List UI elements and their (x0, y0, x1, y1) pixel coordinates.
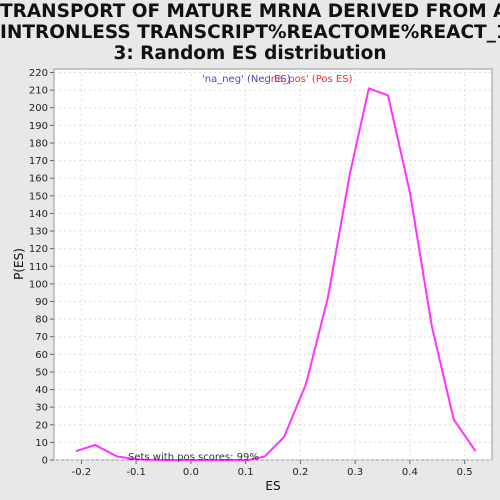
title-line-3: 3: Random ES distribution (113, 43, 387, 64)
y-tick-label: 100 (29, 279, 48, 290)
y-axis-label: P(ES) (12, 248, 26, 280)
y-tick-label: 190 (29, 121, 48, 132)
series-line (75, 87, 477, 461)
x-axis-ticks: -0.2 -0.1 0.0 0.1 0.2 0.3 0.4 0.5 (72, 460, 473, 478)
y-tick-label: 40 (35, 385, 48, 396)
y-tick-label: 0 (42, 456, 48, 467)
x-tick-label: 0.2 (292, 467, 308, 478)
y-tick-label: 70 (35, 332, 48, 343)
x-tick-label: -0.2 (72, 467, 92, 478)
title-line-1: TRANSPORT OF MATURE MRNA DERIVED FROM AN (0, 1, 500, 22)
y-tick-label: 180 (29, 138, 48, 149)
grid-lines (54, 69, 492, 461)
y-tick-label: 10 (35, 438, 48, 449)
y-tick-label: 110 (29, 262, 48, 273)
x-tick-label: 0.5 (457, 467, 473, 478)
x-tick-label: 0.0 (183, 467, 199, 478)
y-tick-label: 20 (35, 420, 48, 431)
y-tick-label: 210 (29, 86, 48, 97)
chart-title: TRANSPORT OF MATURE MRNA DERIVED FROM AN… (0, 1, 500, 64)
y-tick-label: 140 (29, 209, 48, 220)
y-tick-label: 50 (35, 367, 48, 378)
y-tick-label: 30 (35, 403, 48, 414)
y-tick-label: 160 (29, 174, 48, 185)
y-tick-label: 120 (29, 244, 48, 255)
x-tick-label: -0.1 (126, 467, 146, 478)
y-tick-label: 130 (29, 227, 48, 238)
y-tick-label: 90 (35, 297, 48, 308)
y-tick-label: 150 (29, 191, 48, 202)
y-tick-label: 80 (35, 315, 48, 326)
plot-area (53, 68, 493, 461)
y-tick-label: 200 (29, 103, 48, 114)
x-tick-label: 0.4 (402, 467, 418, 478)
legend-entry-pos: 'na_pos' (Pos ES) (268, 74, 353, 85)
y-axis-ticks: 0 10 20 30 40 50 60 70 80 90 100 110 120 130 140 150 160… (29, 68, 54, 467)
x-axis-label: ES (265, 479, 280, 493)
legend-entry-neg: 'na_neg' (Neg ES) (202, 74, 291, 85)
x-tick-label: 0.1 (238, 467, 254, 478)
x-tick-label: 0.3 (347, 467, 363, 478)
y-tick-label: 60 (35, 350, 48, 361)
title-line-2: INTRONLESS TRANSCRIPT%REACTOME%REACT_183… (0, 22, 500, 43)
y-tick-label: 220 (29, 68, 48, 79)
y-tick-label: 170 (29, 156, 48, 167)
pos-scores-annotation: Sets with pos scores: 99% (128, 452, 259, 463)
